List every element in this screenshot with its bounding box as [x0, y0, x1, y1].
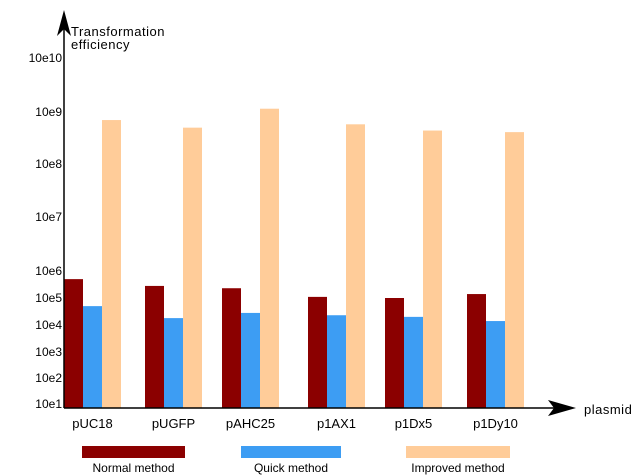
bar: [423, 130, 442, 408]
axes: [57, 10, 576, 416]
y-tick-label: 10e10: [29, 51, 63, 65]
category-label: p1AX1: [317, 416, 356, 431]
y-tick-label: 10e6: [35, 264, 62, 278]
y-axis-title-line2: efficiency: [71, 37, 130, 52]
y-tick-label: 10e2: [35, 371, 62, 385]
bar: [260, 108, 279, 408]
y-tick-label: 10e8: [35, 157, 62, 171]
bar: [404, 316, 423, 408]
legend-swatch: [241, 446, 341, 458]
y-tick-label: 10e7: [35, 210, 62, 224]
bar: [164, 318, 183, 408]
legend: Normal method Quick method Improved method: [82, 446, 510, 475]
y-axis-arrow-icon: [57, 10, 71, 36]
legend-label: Normal method: [92, 461, 174, 475]
category-labels: pUC18 pUGFP pAHC25 p1AX1 p1Dx5 p1Dy10: [72, 416, 518, 431]
legend-label: Quick method: [254, 461, 328, 475]
y-tick-label: 10e1: [35, 397, 62, 411]
x-axis-arrow-icon: [548, 400, 576, 416]
bar: [467, 294, 486, 408]
y-tick-label: 10e3: [35, 345, 62, 359]
y-axis-title-line1: Transformation: [71, 24, 165, 39]
bar: [222, 288, 241, 408]
bar: [183, 127, 202, 408]
bar: [145, 285, 164, 408]
x-axis-title: plasmid: [584, 402, 632, 417]
y-tick-label: 10e4: [35, 318, 62, 332]
bar: [346, 124, 365, 408]
bar: [308, 296, 327, 408]
bar: [486, 321, 505, 408]
category-label: p1Dy10: [473, 416, 518, 431]
bar: [241, 312, 260, 408]
bar: [64, 279, 83, 408]
bar: [83, 306, 102, 408]
legend-label: Improved method: [411, 461, 504, 475]
legend-swatch: [406, 446, 510, 458]
bar: [327, 315, 346, 408]
bar: [505, 132, 524, 408]
y-tick-label: 10e9: [35, 105, 62, 119]
legend-swatch: [82, 446, 185, 458]
bar: [102, 120, 121, 408]
bar: [385, 298, 404, 408]
category-label: p1Dx5: [395, 416, 433, 431]
category-label: pUC18: [72, 416, 112, 431]
y-tick-labels: 10e1 10e2 10e3 10e4 10e5 10e6 10e7 10e8 10e9 10e1…: [29, 51, 63, 411]
category-label: pUGFP: [152, 416, 195, 431]
bars: [64, 108, 524, 408]
y-tick-label: 10e5: [35, 291, 62, 305]
category-label: pAHC25: [226, 416, 275, 431]
